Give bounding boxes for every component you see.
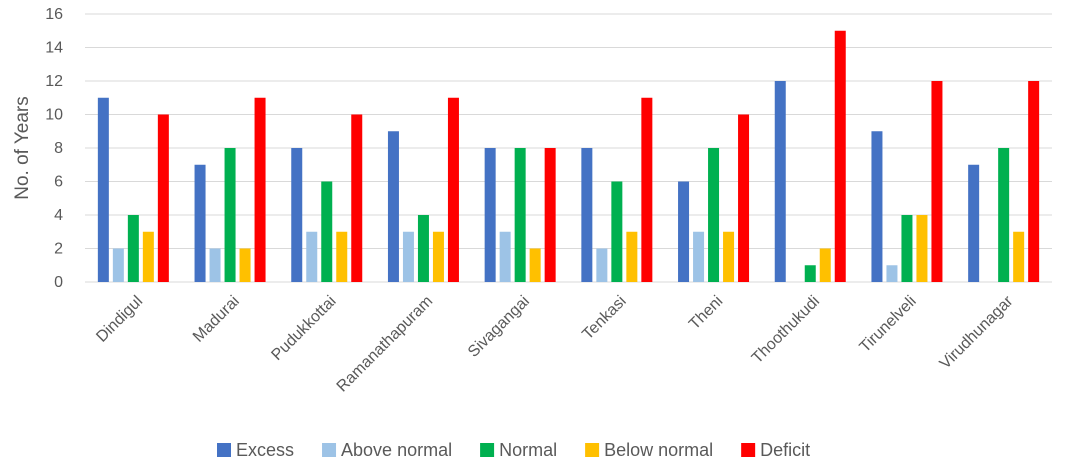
legend-label: Excess (236, 440, 294, 460)
bar-normal (514, 148, 526, 282)
bar-excess (581, 148, 593, 282)
bar-below-normal (529, 248, 541, 282)
bar-normal (417, 215, 429, 282)
legend-label: Above normal (341, 440, 452, 460)
legend: Excess Above normal Normal Below normal Defi… (217, 440, 810, 460)
bar-deficit (931, 81, 943, 282)
bar-excess (774, 81, 786, 282)
bar-deficit (351, 114, 363, 282)
bar-excess (871, 131, 883, 282)
y-tick-labels: 0 2 4 6 8 10 12 14 16 (45, 6, 63, 291)
bar-excess (968, 164, 980, 282)
bar-normal (127, 215, 139, 282)
x-tick-label: Ramanathapuram (334, 293, 437, 396)
legend-label: Normal (499, 440, 557, 460)
y-tick-label: 14 (45, 40, 63, 57)
bar-above-normal (886, 265, 898, 282)
y-tick-label: 16 (45, 6, 63, 23)
bar-excess (484, 148, 496, 282)
legend-swatch (585, 443, 600, 457)
y-tick-label: 6 (54, 174, 63, 191)
legend-label: Deficit (760, 440, 810, 460)
x-tick-label: Tenkasi (579, 293, 629, 343)
bar-below-normal (142, 231, 154, 282)
legend-swatch (741, 443, 756, 457)
bar-normal (611, 181, 623, 282)
y-tick-label: 8 (54, 140, 63, 157)
bars (97, 30, 1040, 282)
bar-above-normal (306, 231, 318, 282)
y-tick-label: 10 (45, 107, 63, 124)
bar-excess (194, 164, 206, 282)
x-tick-label: Thoothukudi (749, 293, 823, 367)
x-tick-label: Dindigul (93, 293, 146, 346)
y-tick-label: 2 (54, 241, 63, 258)
bar-below-normal (239, 248, 251, 282)
bar-above-normal (499, 231, 511, 282)
x-tick-label: Madurai (190, 293, 243, 346)
x-tick-label: Sivagangai (465, 293, 533, 361)
bar-deficit (1028, 81, 1040, 282)
bar-excess (97, 97, 109, 282)
bar-deficit (834, 30, 846, 282)
bar-below-normal (432, 231, 444, 282)
bar-below-normal (916, 215, 928, 282)
bar-deficit (738, 114, 750, 282)
x-tick-label: Tirunelveli (857, 293, 920, 356)
legend-swatch (322, 443, 337, 457)
legend-swatch (480, 443, 495, 457)
x-tick-label: Theni (686, 293, 726, 333)
bar-deficit (157, 114, 169, 282)
bar-normal (708, 148, 720, 282)
bar-normal (998, 148, 1010, 282)
x-tick-label: Pudukkottai (268, 293, 339, 364)
bar-deficit (254, 97, 266, 282)
bar-normal (321, 181, 333, 282)
bar-below-normal (626, 231, 638, 282)
y-tick-label: 0 (54, 274, 63, 291)
legend-swatch (217, 443, 231, 457)
bar-deficit (447, 97, 459, 282)
y-tick-label: 4 (54, 207, 63, 224)
bar-normal (901, 215, 913, 282)
bar-below-normal (1013, 231, 1025, 282)
bar-normal (224, 148, 236, 282)
bar-above-normal (209, 248, 221, 282)
bar-below-normal (336, 231, 348, 282)
bar-above-normal (402, 231, 414, 282)
bar-excess (678, 181, 690, 282)
bar-below-normal (723, 231, 735, 282)
legend-label: Below normal (604, 440, 713, 460)
y-tick-label: 12 (45, 73, 63, 90)
bar-deficit (544, 148, 556, 282)
bar-deficit (641, 97, 653, 282)
bar-above-normal (596, 248, 608, 282)
bar-above-normal (693, 231, 705, 282)
bar-excess (387, 131, 399, 282)
bar-below-normal (819, 248, 831, 282)
bar-excess (291, 148, 303, 282)
x-tick-label: Virudhunagar (937, 292, 1017, 372)
y-axis-title: No. of Years (12, 96, 33, 200)
bar-above-normal (112, 248, 124, 282)
bar-normal (804, 265, 816, 282)
x-tick-labels: Dindigul Madurai PudukkottaiRamanathapuram… (93, 292, 1017, 395)
